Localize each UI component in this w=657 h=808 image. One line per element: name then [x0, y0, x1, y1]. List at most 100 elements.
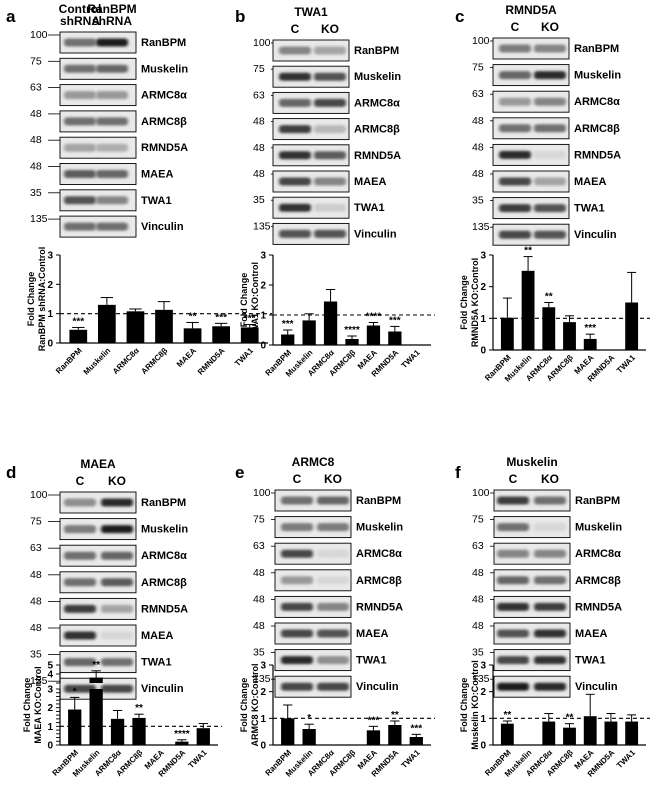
- bar: [366, 325, 381, 345]
- significance-label: **: [524, 246, 532, 257]
- band: [497, 549, 529, 558]
- mw-marker: 100: [472, 35, 490, 47]
- panel-letter: c: [455, 7, 464, 26]
- y-tick-label: 0: [260, 341, 266, 352]
- band: [534, 656, 566, 665]
- band: [497, 629, 529, 638]
- blot-row: 35 TWA1: [30, 649, 172, 674]
- y-tick-label: 3: [480, 251, 486, 262]
- protein-label: ARMC8α: [141, 550, 187, 562]
- significance-label: **: [92, 660, 100, 671]
- bar: [366, 730, 381, 745]
- bar: [110, 718, 125, 745]
- lane-label: KO: [541, 472, 559, 486]
- y-tick-label: 2: [480, 282, 486, 293]
- protein-label: TWA1: [356, 655, 387, 667]
- band: [64, 658, 96, 667]
- blot-row: 48 ARMC8β: [472, 567, 621, 592]
- protein-label: MAEA: [575, 628, 607, 640]
- y-tick-label: 3: [47, 685, 53, 696]
- y-tick-label: 1: [480, 314, 486, 325]
- y-axis-label-line: Muskelin KO:Control: [470, 660, 480, 750]
- band: [281, 523, 313, 532]
- bar: [196, 728, 210, 745]
- protein-label: Muskelin: [356, 522, 403, 534]
- blot-row: 100 RanBPM: [253, 37, 399, 62]
- protein-label: ARMC8β: [356, 575, 402, 587]
- blot-row: 48 MAEA: [472, 620, 607, 645]
- band: [279, 72, 311, 81]
- band: [101, 578, 133, 587]
- blot-frame: [493, 675, 571, 698]
- protein-label: ARMC8α: [574, 96, 620, 108]
- bar: [68, 709, 82, 745]
- bar: [409, 737, 423, 745]
- blot-frame: [493, 542, 571, 565]
- blot-title: Muskelin: [506, 455, 557, 469]
- bar: [542, 307, 556, 350]
- band: [64, 222, 96, 231]
- band: [317, 549, 349, 558]
- protein-label: ARMC8α: [575, 548, 621, 560]
- blot-row: 48 MAEA: [253, 620, 388, 645]
- bar: [98, 304, 116, 343]
- blot-row: 135 Vinculin: [30, 213, 184, 238]
- bar: [345, 339, 359, 345]
- band: [101, 525, 133, 534]
- panel-letter: b: [235, 7, 245, 26]
- lane-label: KO: [108, 474, 126, 488]
- bar: [583, 716, 597, 745]
- significance-label: ***: [244, 314, 256, 325]
- y-tick-label: 1: [260, 714, 266, 725]
- band: [64, 551, 96, 560]
- significance-label: **: [545, 292, 553, 303]
- protein-label: ARMC8β: [141, 116, 187, 128]
- bar: [521, 270, 535, 350]
- band: [281, 656, 313, 665]
- y-tick-label: 2: [47, 280, 53, 291]
- blot-frame: [59, 491, 137, 514]
- protein-label: ARMC8α: [354, 97, 400, 109]
- bar: [302, 320, 316, 345]
- protein-label: Muskelin: [141, 63, 188, 75]
- mw-marker: 63: [253, 89, 265, 101]
- band: [64, 170, 96, 178]
- band: [534, 576, 566, 585]
- significance-label: ***: [584, 323, 596, 334]
- category-label: TWA1: [233, 346, 255, 368]
- protein-label: Vinculin: [141, 683, 184, 695]
- band: [64, 578, 96, 587]
- category-label: RanBPM: [54, 346, 84, 376]
- blot-frame: [493, 489, 571, 512]
- y-axis-label: Fold ChangeRanBPM shRNA:Control: [26, 247, 47, 352]
- band: [534, 496, 566, 505]
- y-tick-label: 0: [480, 346, 486, 357]
- protein-label: RMND5A: [141, 603, 188, 615]
- panel-letter: d: [6, 463, 16, 482]
- mw-marker: 35: [253, 647, 265, 659]
- y-axis-label: Fold ChangeRMND5A KO:Control: [459, 258, 480, 347]
- panel-b: b TWA1 C KO 100 RanBPM 75 Muskelin 63 ARMC8α 48 ARM…: [235, 5, 401, 245]
- band: [314, 203, 346, 212]
- bar: [500, 723, 514, 745]
- mw-marker: 48: [472, 115, 484, 127]
- band: [314, 46, 346, 55]
- protein-label: RMND5A: [575, 601, 622, 613]
- y-tick-label: 0: [47, 339, 53, 350]
- mw-marker: 135: [472, 673, 490, 685]
- significance-label: ****: [366, 312, 382, 323]
- band: [314, 72, 346, 81]
- band: [534, 44, 566, 53]
- bar: [500, 317, 514, 350]
- mw-marker: 135: [30, 213, 48, 225]
- band: [499, 124, 531, 133]
- significance-label: ***: [410, 723, 422, 734]
- band: [534, 602, 566, 611]
- band: [281, 496, 313, 505]
- protein-label: RMND5A: [574, 149, 621, 161]
- y-tick-label: 2: [480, 687, 486, 698]
- blot-row: 48 ARMC8β: [30, 108, 187, 133]
- blot-row: 63 ARMC8α: [253, 89, 400, 114]
- mw-marker: 48: [472, 620, 484, 632]
